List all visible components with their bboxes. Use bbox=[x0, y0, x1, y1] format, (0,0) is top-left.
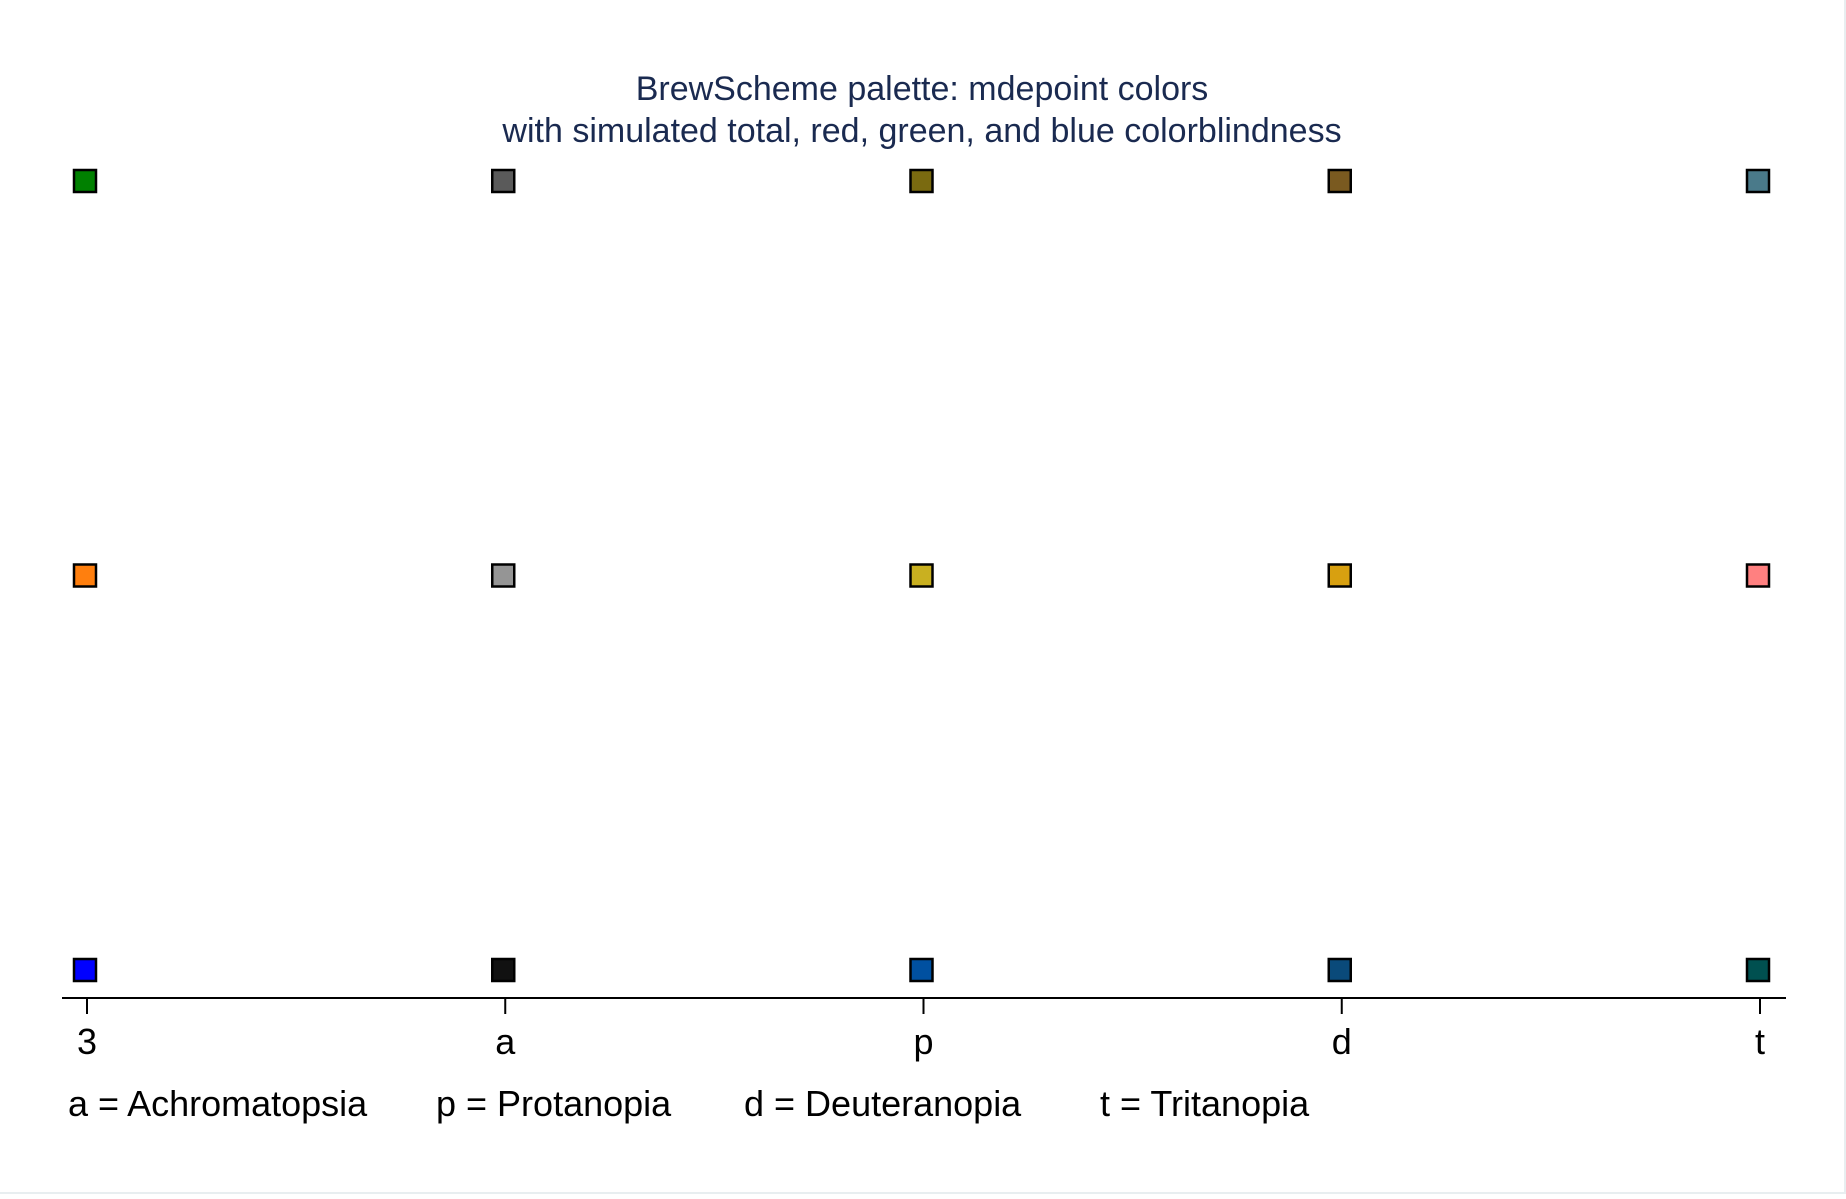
note-item-2: d = Deuteranopia bbox=[744, 1083, 1022, 1124]
x-tick-label-p: p bbox=[913, 1021, 933, 1062]
marker-d-row-3 bbox=[1327, 168, 1352, 194]
marker-a-row-1 bbox=[491, 957, 516, 983]
marker-3-row-3 bbox=[72, 168, 98, 194]
note-item-3: t = Tritanopia bbox=[1100, 1083, 1310, 1124]
x-tick-label-t: t bbox=[1755, 1021, 1765, 1062]
marker-3-row-1 bbox=[72, 957, 98, 983]
note-item-0: a = Achromatopsia bbox=[68, 1083, 368, 1124]
marker-t-row-3 bbox=[1745, 168, 1771, 194]
marker-p-row-1 bbox=[909, 957, 934, 983]
chart-note: a = Achromatopsia p = Protanopia d = Deute… bbox=[68, 1083, 1310, 1124]
chart-title: BrewScheme palette: mdepoint colors bbox=[636, 70, 1209, 108]
x-tick-label-a: a bbox=[495, 1021, 516, 1062]
marker-p-row-2 bbox=[909, 563, 934, 588]
marker-a-row-3 bbox=[491, 168, 516, 194]
x-tick-label-d: d bbox=[1332, 1021, 1352, 1062]
note-item-1: p = Protanopia bbox=[436, 1083, 672, 1124]
marker-a-row-2 bbox=[491, 563, 516, 588]
marker-t-row-2 bbox=[1745, 563, 1771, 588]
marker-p-row-3 bbox=[909, 168, 934, 194]
x-tick-label-3: 3 bbox=[77, 1021, 97, 1062]
marker-3-row-2 bbox=[72, 563, 98, 588]
markers-group bbox=[72, 168, 1771, 983]
x-axis-ticks: 3 a p d t bbox=[77, 998, 1765, 1062]
marker-d-row-2 bbox=[1327, 563, 1352, 588]
marker-d-row-1 bbox=[1327, 957, 1352, 983]
chart-subtitle: with simulated total, red, green, and bl… bbox=[501, 112, 1341, 150]
marker-t-row-1 bbox=[1745, 957, 1771, 983]
